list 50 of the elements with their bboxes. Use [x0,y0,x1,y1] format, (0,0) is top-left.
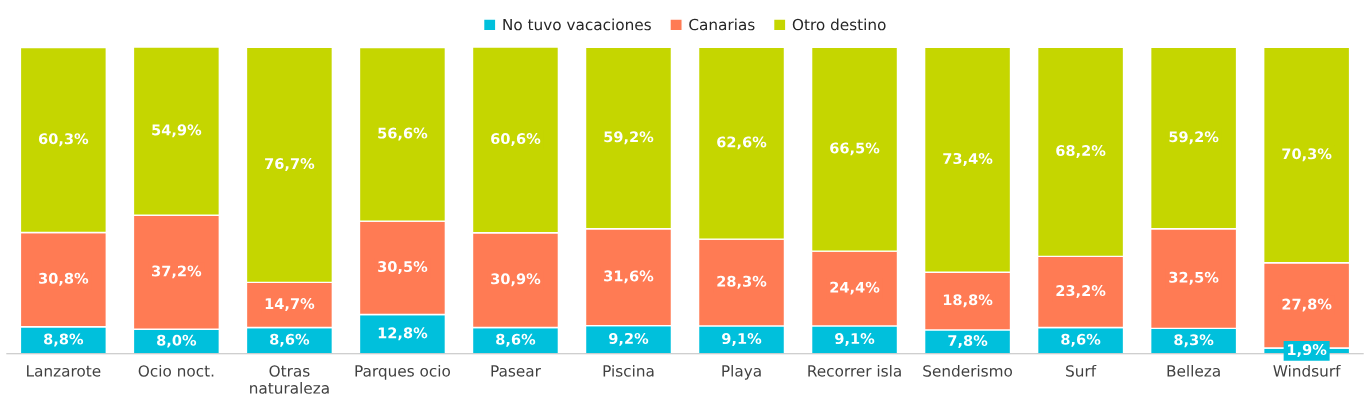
x-tick-label: Playa [722,364,761,380]
data-label: 30,9% [491,273,541,287]
data-label: 9,1% [722,333,762,346]
data-label: 56,6% [378,127,428,141]
data-label: 30,5% [378,261,428,274]
data-label: 8,6% [1061,333,1101,347]
x-tick-label: Parques ocio [355,364,451,380]
data-label: 8,6% [496,333,536,347]
data-label: 7,8% [948,335,988,348]
data-label: 60,3% [38,133,89,147]
data-label: 66,5% [830,142,880,156]
data-label: 8,8% [44,333,84,347]
data-label: 76,7% [265,158,315,171]
data-label: 59,2% [1169,131,1219,145]
data-label: 28,3% [717,275,767,289]
data-label: 8,0% [157,334,197,348]
data-label: 12,8% [378,327,428,341]
data-label: 9,2% [609,332,649,346]
data-label: 14,7% [265,298,315,311]
data-label: 60,6% [491,133,541,146]
data-label: 68,2% [1056,145,1106,158]
data-label: 62,6% [717,136,767,150]
x-tick-label: Pasear [491,365,541,377]
legend-label: No tuvo vacaciones [503,18,651,31]
x-tick-label: Belleza [1167,364,1220,377]
data-label: 8,3% [1174,334,1214,348]
data-label: 70,3% [1282,148,1332,162]
data-label: 9,1% [835,333,875,346]
data-label: 37,2% [152,265,202,279]
x-tick-label: Recorrer isla [808,364,901,377]
data-label: 31,6% [604,270,654,284]
x-tick-label: Senderismo [923,364,1013,377]
x-tick-label: Lanzarote [27,365,101,377]
data-label: 23,2% [1056,285,1106,298]
data-label: 18,8% [943,294,993,308]
x-tick-label: Otras naturaleza [250,365,329,394]
x-tick-label: Surf [1066,364,1097,377]
data-label: 30,8% [39,272,89,286]
data-label: 73,4% [943,153,993,166]
data-label: 32,5% [1169,271,1219,285]
data-label: 54,9% [152,124,202,138]
data-label: 24,4% [830,281,880,295]
x-tick-label: Windsurf [1273,364,1341,377]
legend-label: Otro destino [792,18,886,31]
x-tick-label: Piscina [603,364,654,377]
data-label: 59,2% [604,131,654,145]
x-tick-label: Ocio noct. [138,364,214,377]
data-label: 27,8% [1282,298,1332,312]
legend-label: Canarias [689,18,755,31]
data-label: 8,6% [270,333,310,347]
